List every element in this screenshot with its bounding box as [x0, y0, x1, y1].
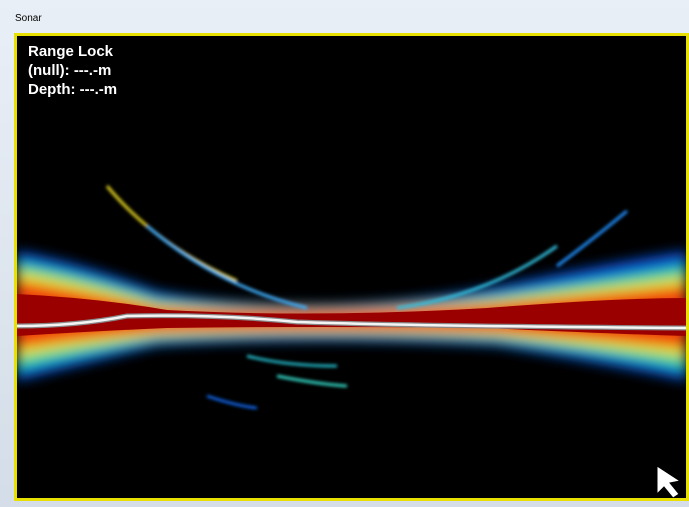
window-title: Sonar — [15, 13, 42, 24]
sonar-image — [17, 185, 686, 498]
cursor — [656, 465, 682, 498]
overlay-line: Range Lock — [28, 43, 114, 60]
sonar-view: Range Lock (null): ---.-m Depth: ---.-m — [14, 33, 689, 501]
bottom-line — [17, 314, 686, 330]
echo-arcs — [105, 185, 628, 410]
overlay-line: Depth: ---.-m — [28, 81, 118, 98]
overlay-text: Range Lock (null): ---.-m Depth: ---.-m — [28, 42, 117, 99]
overlay-line: (null): ---.-m — [28, 62, 112, 79]
